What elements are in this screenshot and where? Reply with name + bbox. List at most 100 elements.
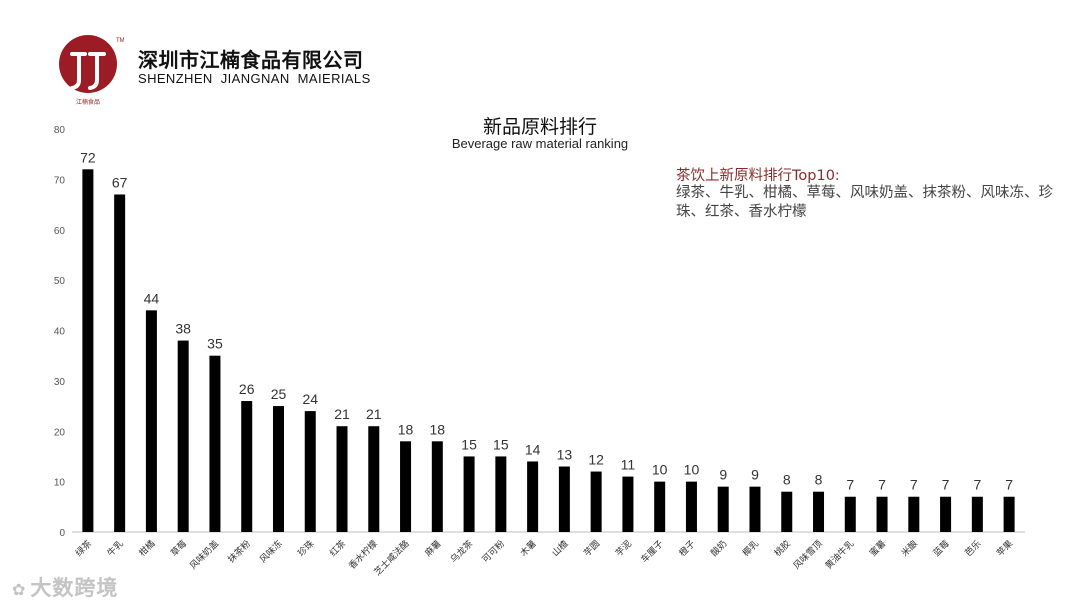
watermark: ✿ 大数跨境 [12,572,118,602]
bar [876,496,888,532]
bar [145,310,157,532]
bar [971,496,983,532]
data-label: 15 [493,436,509,452]
x-tick-label: 山楂 [549,538,570,559]
logo-mark-icon [70,52,106,90]
company-name-en: SHENZHEN JIANGNAN MAIERIALS [138,71,371,86]
annotation-body: 绿茶、牛乳、柑橘、草莓、风味奶盖、抹茶粉、风味冻、珍珠、红茶、香水柠檬 [676,185,1053,220]
data-label: 8 [815,472,823,488]
bar [272,406,284,532]
y-tick-label: 70 [54,175,66,186]
x-tick-label: 酸奶 [708,538,729,559]
data-label: 24 [302,391,318,407]
y-tick-label: 20 [54,427,66,438]
data-label: 15 [461,436,477,452]
logo-circle-icon [59,35,117,93]
chart-subtitle: Beverage raw material ranking [451,136,629,151]
x-tick-label: 椰乳 [740,538,761,559]
bar [463,456,475,532]
logo-caption: 江楠食品 [76,98,100,106]
x-tick-label: 芋泥 [614,538,635,559]
logo-trademark: TM [116,38,124,44]
bar [717,486,729,532]
y-tick-label: 50 [54,276,66,287]
bar [654,481,666,532]
x-tick-label: 可可粉 [479,538,507,566]
company-logo: TM 江楠食品 [59,35,124,106]
data-label: 18 [398,421,414,437]
bar [241,401,253,532]
x-tick-label: 桃胶 [772,538,793,559]
x-tick-label: 抹茶粉 [225,538,253,566]
bar [304,411,316,532]
bar [781,491,793,532]
x-tick-label: 风味奶盖 [187,538,221,572]
x-tick-label: 乌龙茶 [448,538,476,566]
x-tick-label: 风味冻 [257,538,285,566]
bar [940,496,952,532]
x-tick-label: 柑橘 [136,538,157,559]
data-label: 7 [846,477,854,493]
data-label: 21 [334,406,350,422]
data-label: 12 [588,452,604,468]
data-label: 18 [430,421,446,437]
data-label: 7 [910,477,918,493]
bar [336,426,348,532]
x-tick-label: 香水柠檬 [346,538,380,572]
x-tick-label: 苹果 [994,538,1015,559]
bar [590,471,602,532]
data-label: 7 [1005,477,1013,493]
bar [495,456,507,532]
x-tick-label: 木薯 [518,538,539,559]
data-label: 7 [878,477,886,493]
bar [368,426,380,532]
data-label: 10 [652,462,668,478]
bar [558,466,570,532]
bar [685,481,697,532]
data-label: 7 [942,477,950,493]
data-label: 21 [366,406,382,422]
bar [527,461,539,532]
data-label: 10 [684,462,700,478]
y-tick-label: 10 [54,478,66,489]
x-tick-label: 牛乳 [105,538,126,559]
x-tick-label: 红茶 [327,538,348,559]
x-tick-label: 米酿 [899,538,920,559]
y-tick-label: 60 [54,226,66,237]
x-tick-label: 黄油牛乳 [822,538,856,572]
bar [400,441,412,532]
watermark-text: 大数跨境 [30,576,119,600]
x-tick-label: 橙子 [676,538,697,559]
x-tick-label: 草莓 [168,538,189,559]
data-label: 38 [175,321,191,337]
bar [622,476,634,532]
data-label: 35 [207,336,223,352]
data-label: 11 [621,457,636,473]
bar [749,486,761,532]
bar [431,441,443,532]
bar [813,491,825,532]
data-label: 72 [80,149,96,165]
x-tick-label: 芭乐 [962,538,983,559]
watermark-logo-icon: ✿ [12,580,27,599]
data-label: 44 [144,290,160,306]
bar [1003,496,1015,532]
x-tick-label: 芋圆 [582,538,603,559]
bar [209,355,221,532]
chart-title: 新品原料排行 [482,116,597,138]
bar [908,496,920,532]
data-label: 25 [271,386,287,402]
y-tick-label: 80 [54,125,66,136]
bar [82,169,94,533]
x-tick-label: 风味雪顶 [791,538,825,572]
data-label: 67 [112,174,128,190]
x-tick-label: 麻薯 [422,538,443,559]
bar [114,194,126,533]
data-label: 9 [719,467,727,483]
x-tick-label: 珍珠 [295,538,316,559]
y-tick-label: 40 [54,327,66,338]
data-label: 13 [557,447,573,463]
x-tick-label: 车厘子 [638,538,666,566]
data-label: 26 [239,381,255,397]
company-name-cn: 深圳市江楠食品有限公司 [138,48,364,72]
